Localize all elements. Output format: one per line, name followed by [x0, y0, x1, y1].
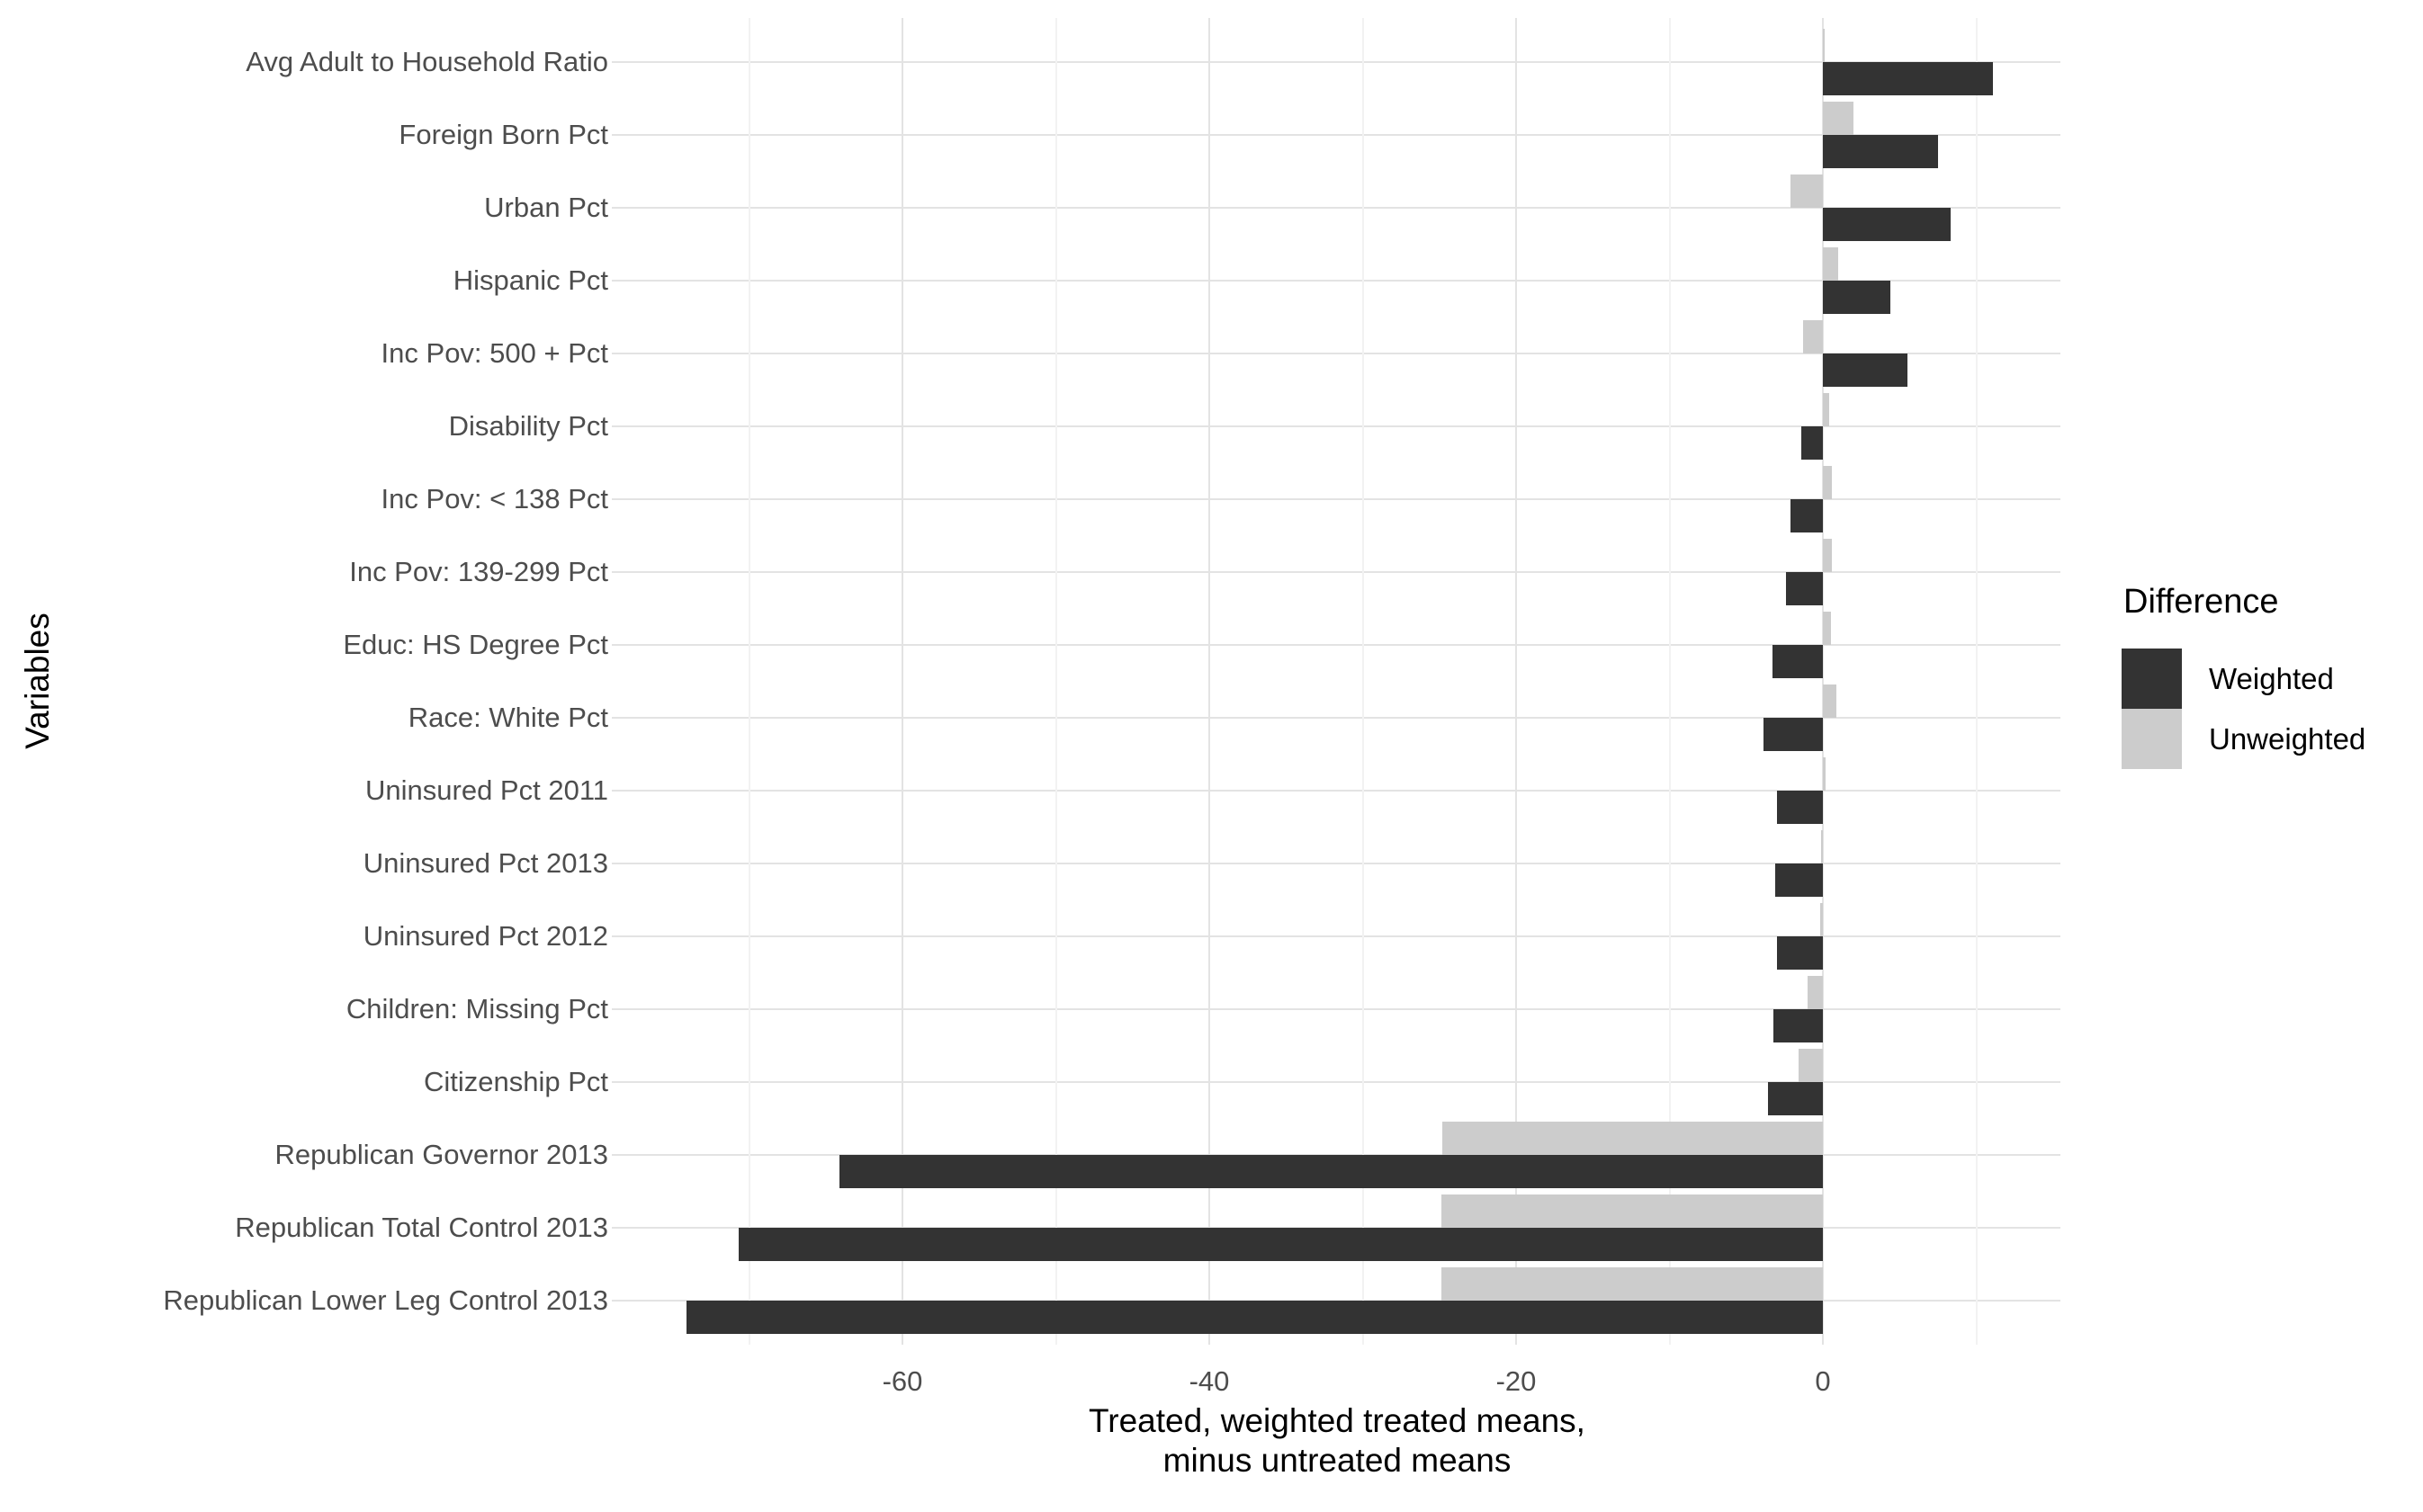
- bar-weighted: [1823, 62, 1994, 95]
- gridline-horizontal: [612, 425, 2060, 427]
- bar-unweighted: [1802, 320, 1823, 353]
- legend-item: Weighted: [2122, 649, 2365, 709]
- category-label: Citizenship Pct: [423, 1066, 608, 1097]
- bar-weighted: [1801, 426, 1823, 460]
- legend-item: Unweighted: [2122, 709, 2365, 769]
- legend-item-label: Weighted: [2209, 661, 2334, 695]
- category-label: Educ: HS Degree Pct: [343, 629, 608, 660]
- bar-unweighted: [1819, 903, 1823, 936]
- category-label: Hispanic Pct: [453, 264, 608, 296]
- legend-title: Difference: [2123, 583, 2279, 621]
- bar-weighted: [1776, 791, 1823, 824]
- category-label: Republican Lower Leg Control 2013: [163, 1284, 608, 1316]
- legend: Difference Weighted Unweighted: [2122, 583, 2365, 769]
- bar-weighted: [1776, 936, 1823, 970]
- gridline-horizontal: [612, 1081, 2060, 1083]
- gridline-horizontal: [612, 863, 2060, 864]
- bar-weighted: [1823, 353, 1907, 387]
- bar-weighted: [1767, 1082, 1823, 1115]
- bar-unweighted: [1821, 830, 1823, 863]
- bar-unweighted: [1823, 102, 1854, 135]
- gridline-horizontal: [612, 790, 2060, 792]
- x-axis-title-line2: minus untreated means: [1162, 1442, 1512, 1479]
- category-label: Republican Governor 2013: [274, 1139, 608, 1170]
- bar-weighted: [1823, 208, 1951, 241]
- bar-unweighted: [1823, 539, 1833, 572]
- gridline-vertical-major: [902, 18, 903, 1345]
- bar-unweighted: [1823, 612, 1831, 645]
- legend-key-swatch: [2122, 709, 2182, 769]
- bar-unweighted: [1790, 174, 1823, 208]
- bar-weighted: [1775, 863, 1823, 897]
- category-label: Uninsured Pct 2012: [363, 920, 608, 952]
- gridline-horizontal: [612, 717, 2060, 719]
- gridline-vertical-minor: [1055, 18, 1057, 1345]
- category-label: Uninsured Pct 2011: [365, 774, 608, 806]
- gridline-horizontal: [612, 207, 2060, 209]
- bar-unweighted: [1823, 29, 1825, 62]
- gridline-vertical-minor: [749, 18, 750, 1345]
- x-axis-title-line1: Treated, weighted treated means,: [1089, 1402, 1585, 1439]
- bar-unweighted: [1823, 393, 1829, 426]
- x-tick-label: -40: [1189, 1365, 1230, 1397]
- bar-unweighted: [1823, 684, 1837, 718]
- legend-key-swatch: [2122, 649, 2182, 709]
- category-label: Avg Adult to Household Ratio: [246, 46, 608, 77]
- bar-weighted: [1773, 1009, 1823, 1042]
- gridline-horizontal: [612, 280, 2060, 282]
- x-tick-label: -60: [882, 1365, 923, 1397]
- gridline-horizontal: [612, 644, 2060, 646]
- bar-unweighted: [1823, 247, 1839, 281]
- gridline-vertical-minor: [1362, 18, 1364, 1345]
- category-label: Disability Pct: [448, 410, 608, 442]
- category-label: Republican Total Control 2013: [235, 1212, 608, 1243]
- gridline-horizontal: [612, 571, 2060, 573]
- bar-weighted: [1786, 572, 1823, 605]
- legend-item-label: Unweighted: [2209, 721, 2366, 756]
- category-label: Children: Missing Pct: [346, 993, 608, 1024]
- category-label: Urban Pct: [484, 192, 608, 223]
- gridline-horizontal: [612, 935, 2060, 937]
- bar-weighted: [1790, 499, 1823, 532]
- category-label: Inc Pov: 139-299 Pct: [349, 556, 608, 587]
- bar-unweighted: [1808, 976, 1824, 1009]
- bar-weighted: [686, 1301, 1823, 1334]
- gridline-horizontal: [612, 134, 2060, 136]
- bar-unweighted: [1440, 1194, 1823, 1228]
- gridline-vertical-major: [1515, 18, 1517, 1345]
- bar-weighted: [1772, 645, 1823, 678]
- x-tick-label: -20: [1495, 1365, 1537, 1397]
- legend-items: Weighted Unweighted: [2122, 649, 2365, 769]
- bar-weighted: [738, 1228, 1823, 1261]
- gridline-horizontal: [612, 61, 2060, 63]
- category-label: Inc Pov: 500 + Pct: [381, 337, 608, 369]
- category-label: Foreign Born Pct: [399, 119, 608, 150]
- category-label: Inc Pov: < 138 Pct: [381, 483, 608, 514]
- bar-weighted: [1823, 135, 1938, 168]
- gridline-vertical-major: [1822, 18, 1824, 1345]
- category-label: Uninsured Pct 2013: [363, 847, 608, 879]
- gridline-horizontal: [612, 498, 2060, 500]
- bar-unweighted: [1798, 1049, 1823, 1082]
- x-tick-label: 0: [1815, 1365, 1831, 1397]
- category-label: Race: White Pct: [408, 702, 608, 733]
- bar-unweighted: [1823, 466, 1833, 499]
- bar-unweighted: [1442, 1122, 1823, 1155]
- x-axis-title: Treated, weighted treated means, minus u…: [614, 1401, 2060, 1481]
- bar-unweighted: [1823, 757, 1826, 791]
- gridline-vertical-major: [1208, 18, 1210, 1345]
- bar-unweighted: [1440, 1267, 1823, 1301]
- gridline-horizontal: [612, 353, 2060, 354]
- bar-weighted: [1823, 281, 1890, 314]
- bar-weighted: [839, 1155, 1823, 1188]
- gridline-horizontal: [612, 1008, 2060, 1010]
- gridline-vertical-minor: [1669, 18, 1671, 1345]
- bar-weighted: [1763, 718, 1823, 751]
- gridline-vertical-minor: [1976, 18, 1978, 1345]
